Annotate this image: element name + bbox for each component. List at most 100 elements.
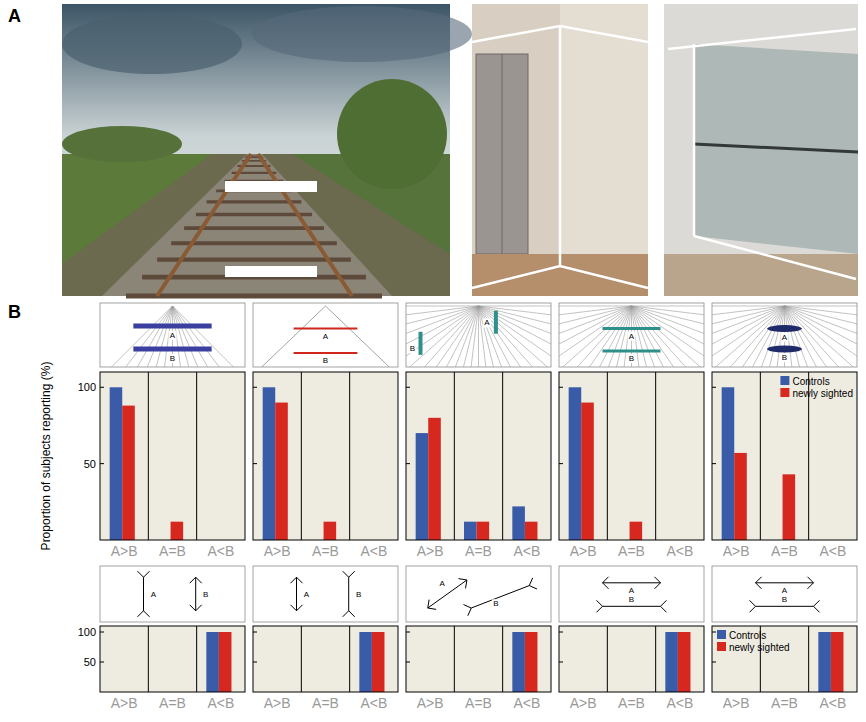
fin [756, 583, 762, 589]
ray [406, 306, 479, 367]
fin [144, 571, 150, 577]
y-tick [406, 387, 410, 388]
stimulus-label: B [356, 590, 361, 599]
label-patch [781, 333, 789, 342]
bar [665, 632, 678, 692]
y-tick [712, 387, 716, 388]
plot-background [406, 626, 551, 692]
stimulus-label: A [629, 332, 635, 341]
shaft [756, 606, 814, 607]
stimulus: AB [559, 306, 704, 367]
bar [372, 632, 385, 692]
label-patch [355, 590, 363, 599]
ray [785, 306, 858, 307]
sleeper [157, 257, 351, 261]
stimulus-bar [133, 324, 211, 329]
fin [597, 600, 603, 606]
plot-background [559, 626, 704, 692]
stimulus: AB [291, 571, 363, 617]
plot-area [359, 632, 384, 692]
bar [122, 406, 135, 540]
stimulus: AB [406, 306, 551, 367]
ray [785, 306, 858, 367]
fin [291, 605, 297, 611]
stimulus-ellipse [767, 325, 802, 332]
plot-frame [100, 626, 245, 692]
bar [525, 632, 538, 692]
stimulus-label: A [782, 586, 788, 595]
plot-background [712, 372, 857, 540]
white-line [693, 44, 696, 236]
glass [694, 44, 858, 254]
y-tick [253, 463, 257, 464]
category-divider [808, 626, 809, 692]
category-label: A<B [513, 695, 540, 711]
y-tick-label: 50 [84, 458, 96, 470]
label-patch [628, 354, 636, 363]
label-patch [202, 590, 210, 599]
stimulus-frame [559, 566, 704, 622]
stimulus-label: A [151, 590, 157, 599]
bar [525, 522, 538, 540]
category-label: A=B [618, 543, 645, 559]
category-label: A=B [465, 543, 492, 559]
category-divider [349, 626, 350, 692]
plot-frame [406, 372, 551, 540]
legend-swatch [780, 388, 789, 397]
ray [559, 306, 632, 337]
label-patch [492, 599, 500, 608]
figure: ABProportion of subjects reporting (%)AB… [0, 0, 866, 722]
white-line [668, 29, 856, 49]
category-divider [454, 626, 455, 692]
y-tick [100, 662, 104, 663]
category-divider [607, 372, 608, 540]
ray [785, 306, 858, 367]
y-tick [253, 632, 257, 633]
ray [479, 306, 552, 367]
fin [349, 611, 355, 617]
plot-area [110, 387, 183, 540]
fin [466, 580, 467, 588]
category-label: A>B [417, 543, 444, 559]
shaft [348, 577, 349, 611]
category-label: A<B [666, 543, 693, 559]
ray [173, 306, 246, 367]
bar [512, 506, 525, 540]
stimulus-label: A [782, 333, 788, 342]
stimulus-bar [494, 311, 498, 334]
bar [263, 387, 276, 540]
fin [190, 605, 196, 611]
category-label: A>B [417, 695, 444, 711]
label-patch [150, 590, 158, 599]
ray [479, 306, 552, 367]
y-tick [406, 463, 410, 464]
plot-area [263, 387, 336, 540]
bar [678, 632, 691, 692]
label-patch [781, 586, 789, 595]
ray [478, 306, 479, 367]
stimulus-frame [253, 566, 398, 622]
label-patch [781, 595, 789, 604]
ray [632, 306, 663, 367]
bar [477, 522, 490, 540]
plot-frame [253, 626, 398, 692]
plot-area [722, 387, 795, 540]
photo-elevator [472, 4, 648, 296]
white-line [472, 266, 648, 288]
plot-background [559, 372, 704, 540]
ray [479, 306, 552, 337]
fin [196, 605, 202, 611]
y-tick-label: 50 [84, 656, 96, 668]
stimulus-bar [294, 328, 358, 330]
ray [632, 306, 705, 367]
stimulus-frame [100, 566, 245, 622]
fin [463, 605, 471, 608]
stimulus-label: B [203, 590, 208, 599]
fin [428, 600, 429, 608]
y-tick [712, 662, 716, 663]
fin [655, 577, 661, 583]
category-label: A=B [159, 543, 186, 559]
category-label: A=B [465, 695, 492, 711]
ray [100, 306, 173, 367]
ray [632, 306, 705, 367]
